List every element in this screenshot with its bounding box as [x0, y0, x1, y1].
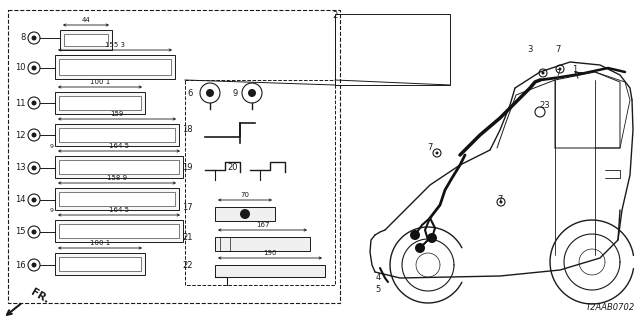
Text: 3: 3 — [527, 45, 532, 54]
FancyBboxPatch shape — [55, 188, 179, 210]
Text: 13: 13 — [15, 164, 26, 172]
Circle shape — [427, 233, 437, 243]
Text: 1: 1 — [572, 66, 578, 75]
FancyBboxPatch shape — [55, 124, 179, 146]
Circle shape — [31, 132, 36, 138]
Text: 19: 19 — [182, 164, 193, 172]
Text: 17: 17 — [182, 203, 193, 212]
Circle shape — [31, 197, 36, 203]
Text: 9: 9 — [50, 144, 54, 149]
Text: 22: 22 — [182, 260, 193, 269]
Text: 8: 8 — [20, 34, 26, 43]
Text: 4: 4 — [376, 274, 381, 283]
FancyBboxPatch shape — [215, 237, 310, 251]
Text: 23: 23 — [540, 100, 550, 109]
Text: 20: 20 — [227, 164, 238, 172]
FancyBboxPatch shape — [55, 92, 145, 114]
FancyBboxPatch shape — [55, 55, 175, 79]
Text: 5: 5 — [376, 285, 381, 294]
Text: 11: 11 — [15, 99, 26, 108]
Text: 164 5: 164 5 — [109, 143, 129, 149]
Text: 21: 21 — [182, 233, 193, 242]
Text: 7: 7 — [556, 45, 561, 54]
Circle shape — [410, 230, 420, 240]
FancyBboxPatch shape — [59, 128, 175, 142]
Circle shape — [31, 229, 36, 235]
FancyBboxPatch shape — [55, 220, 183, 242]
Circle shape — [31, 100, 36, 106]
Text: 2: 2 — [332, 11, 338, 20]
Circle shape — [248, 89, 256, 97]
Text: 10: 10 — [15, 63, 26, 73]
FancyBboxPatch shape — [215, 265, 325, 277]
Text: 164 5: 164 5 — [109, 207, 129, 213]
Circle shape — [415, 243, 425, 253]
Text: 6: 6 — [188, 89, 193, 98]
FancyBboxPatch shape — [55, 156, 183, 178]
Text: 100 1: 100 1 — [90, 240, 110, 246]
Circle shape — [31, 165, 36, 171]
Text: 9: 9 — [50, 208, 54, 213]
Circle shape — [206, 89, 214, 97]
Text: 7: 7 — [556, 68, 561, 77]
Text: 70: 70 — [241, 192, 250, 198]
Circle shape — [240, 209, 250, 219]
Circle shape — [499, 201, 502, 204]
Text: 100 1: 100 1 — [90, 79, 110, 85]
Text: 12: 12 — [15, 131, 26, 140]
Circle shape — [31, 36, 36, 41]
FancyBboxPatch shape — [215, 207, 275, 221]
Text: 15: 15 — [15, 228, 26, 236]
Text: 155 3: 155 3 — [105, 42, 125, 48]
FancyBboxPatch shape — [59, 160, 179, 174]
FancyBboxPatch shape — [59, 192, 175, 206]
Text: 190: 190 — [263, 250, 276, 256]
Text: 14: 14 — [15, 196, 26, 204]
FancyBboxPatch shape — [59, 257, 141, 271]
Text: 44: 44 — [82, 17, 90, 23]
FancyBboxPatch shape — [59, 224, 179, 238]
Text: 167: 167 — [256, 222, 269, 228]
FancyBboxPatch shape — [64, 34, 108, 46]
FancyBboxPatch shape — [60, 30, 112, 50]
Text: 7: 7 — [497, 196, 502, 204]
Circle shape — [31, 262, 36, 268]
FancyBboxPatch shape — [59, 96, 141, 110]
Text: 18: 18 — [182, 125, 193, 134]
Text: 9: 9 — [233, 89, 238, 98]
Text: 16: 16 — [15, 260, 26, 269]
Circle shape — [541, 71, 545, 75]
FancyBboxPatch shape — [55, 253, 145, 275]
FancyBboxPatch shape — [59, 59, 171, 75]
Text: 158 9: 158 9 — [107, 175, 127, 181]
Circle shape — [559, 68, 561, 70]
Circle shape — [435, 151, 438, 155]
Text: T2AAB0702: T2AAB0702 — [586, 303, 635, 312]
Circle shape — [31, 66, 36, 70]
Text: FR.: FR. — [29, 287, 51, 305]
Text: 7: 7 — [428, 143, 433, 153]
Text: 159: 159 — [110, 111, 124, 117]
